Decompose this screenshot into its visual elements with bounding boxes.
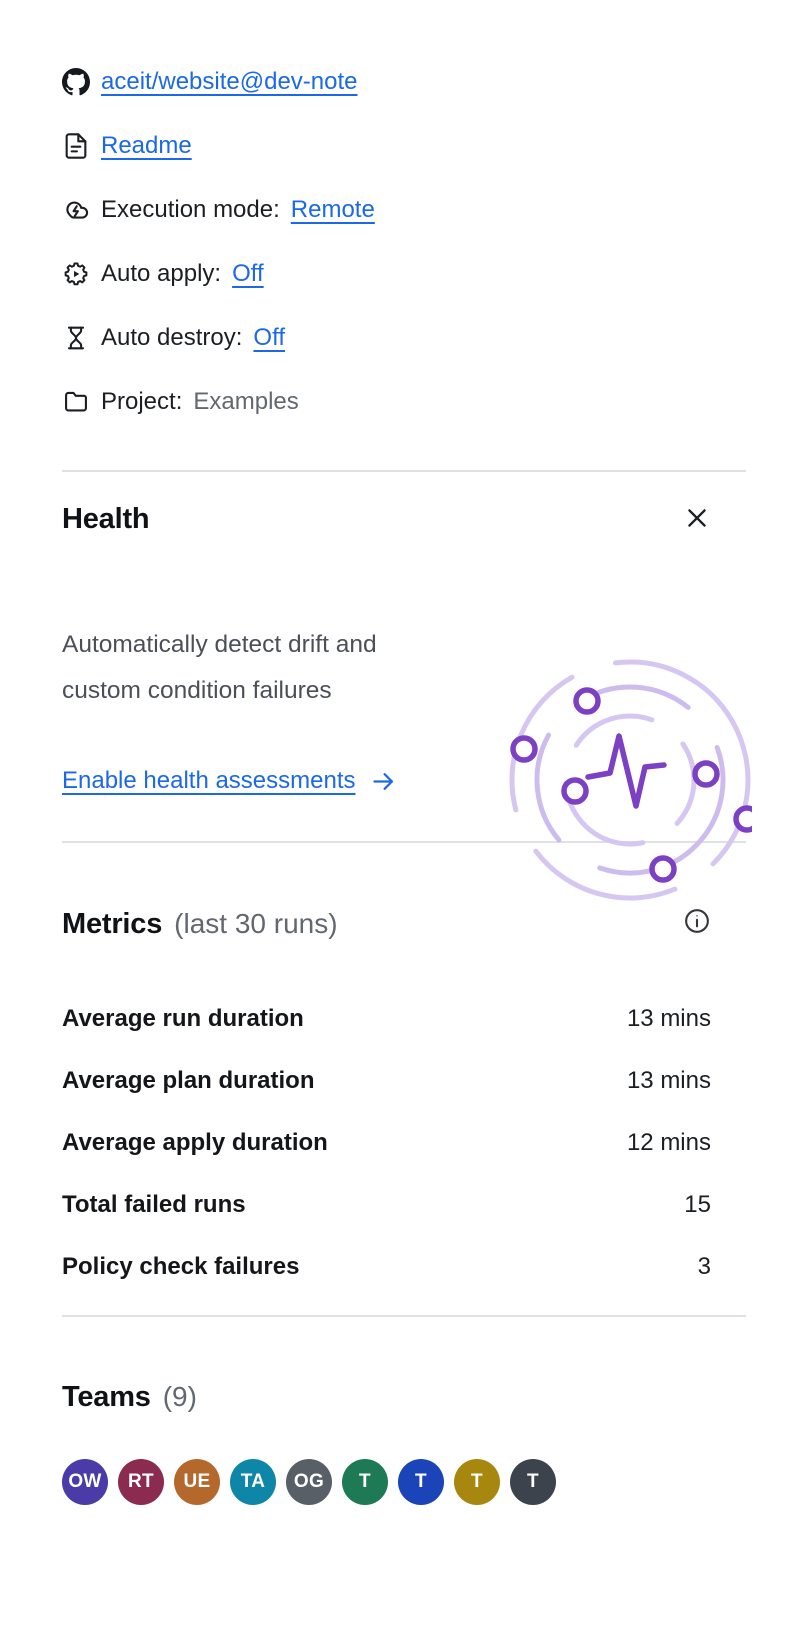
gear-play-icon bbox=[62, 260, 90, 288]
project-row: Project: Examples bbox=[62, 386, 746, 418]
team-avatar[interactable]: UE bbox=[174, 1459, 220, 1505]
metric-label: Average apply duration bbox=[62, 1128, 328, 1156]
repo-row: aceit/website@dev-note bbox=[62, 66, 746, 98]
metrics-title: Metrics bbox=[62, 908, 163, 940]
team-avatar[interactable]: TA bbox=[230, 1459, 276, 1505]
metric-value: 13 mins bbox=[626, 1066, 711, 1094]
team-avatar[interactable]: T bbox=[454, 1459, 500, 1505]
auto-apply-row: Auto apply: Off bbox=[62, 258, 746, 290]
teams-count: (9) bbox=[162, 1381, 197, 1412]
metric-row: Average run duration 13 mins bbox=[62, 1005, 746, 1032]
metrics-subtitle: (last 30 runs) bbox=[174, 908, 338, 939]
metric-value: 3 bbox=[697, 1252, 711, 1280]
metric-row: Policy check failures 3 bbox=[62, 1253, 746, 1280]
metric-row: Average apply duration 12 mins bbox=[62, 1129, 746, 1156]
metric-value: 15 bbox=[684, 1190, 711, 1218]
metric-label: Average plan duration bbox=[62, 1066, 315, 1094]
team-avatar[interactable]: T bbox=[342, 1459, 388, 1505]
execution-mode-label: Execution mode: bbox=[101, 196, 280, 223]
teams-title: Teams bbox=[62, 1381, 151, 1413]
health-section: Health Automatically detect drift and cu… bbox=[62, 500, 752, 901]
auto-apply-link[interactable]: Off bbox=[232, 260, 264, 287]
metric-row: Total failed runs 15 bbox=[62, 1191, 746, 1218]
team-avatar[interactable]: OG bbox=[286, 1459, 332, 1505]
divider bbox=[62, 1315, 746, 1317]
team-avatar[interactable]: RT bbox=[118, 1459, 164, 1505]
file-text-icon bbox=[62, 132, 90, 160]
metrics-list: Average run duration 13 mins Average pla… bbox=[62, 1005, 746, 1280]
auto-destroy-link[interactable]: Off bbox=[253, 324, 285, 351]
metrics-section: Metrics (last 30 runs) Average run durati… bbox=[62, 905, 746, 1280]
metric-label: Policy check failures bbox=[62, 1252, 300, 1280]
github-icon bbox=[62, 68, 90, 96]
metric-value: 13 mins bbox=[626, 1004, 711, 1032]
auto-destroy-label: Auto destroy: bbox=[101, 324, 243, 351]
metric-label: Total failed runs bbox=[62, 1190, 246, 1218]
execution-mode-row: Execution mode: Remote bbox=[62, 194, 746, 226]
enable-health-assessments-link[interactable]: Enable health assessments bbox=[62, 764, 397, 798]
cloud-lightning-icon bbox=[62, 196, 90, 224]
project-value: Examples bbox=[193, 388, 299, 415]
close-icon bbox=[683, 504, 711, 532]
teams-section: Teams (9) OW RT UE TA OG T T T T bbox=[62, 1378, 746, 1505]
radar-pulse-illustration bbox=[488, 630, 752, 908]
repo-link[interactable]: aceit/website@dev-note bbox=[101, 68, 358, 95]
folder-icon bbox=[62, 388, 90, 416]
arrow-right-icon bbox=[370, 768, 397, 795]
project-label: Project: bbox=[101, 388, 183, 415]
metrics-info-button[interactable] bbox=[683, 907, 711, 935]
auto-destroy-row: Auto destroy: Off bbox=[62, 322, 746, 354]
hourglass-icon bbox=[62, 324, 90, 352]
enable-health-assessments-label: Enable health assessments bbox=[62, 767, 356, 794]
metric-label: Average run duration bbox=[62, 1004, 304, 1032]
auto-apply-label: Auto apply: bbox=[101, 260, 222, 287]
divider bbox=[62, 470, 746, 472]
team-avatar[interactable]: T bbox=[398, 1459, 444, 1505]
info-icon bbox=[683, 907, 711, 935]
execution-mode-link[interactable]: Remote bbox=[290, 196, 375, 223]
health-title: Health bbox=[62, 503, 150, 535]
health-close-button[interactable] bbox=[683, 504, 711, 532]
team-avatars: OW RT UE TA OG T T T T bbox=[62, 1459, 746, 1505]
team-avatar[interactable]: T bbox=[510, 1459, 556, 1505]
metric-row: Average plan duration 13 mins bbox=[62, 1067, 746, 1094]
team-avatar[interactable]: OW bbox=[62, 1459, 108, 1505]
health-description: Automatically detect drift and custom co… bbox=[62, 631, 377, 704]
readme-link[interactable]: Readme bbox=[101, 132, 192, 159]
divider bbox=[62, 841, 746, 843]
metric-value: 12 mins bbox=[626, 1128, 711, 1156]
workspace-sidebar-panel: aceit/website@dev-note Readme Execution … bbox=[62, 66, 752, 1505]
readme-row: Readme bbox=[62, 130, 746, 162]
